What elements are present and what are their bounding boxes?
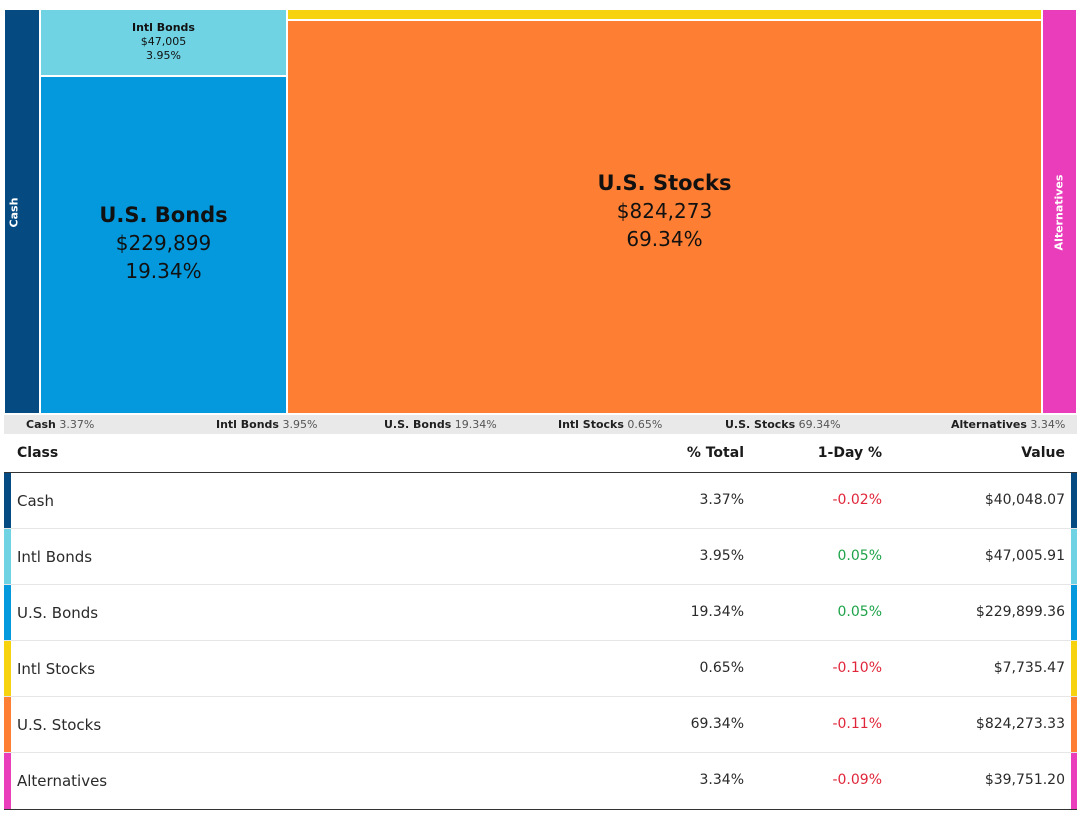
table-row[interactable]: Intl Stocks 0.65% -0.10% $7,735.47	[4, 641, 1077, 697]
row-color-bar	[1071, 585, 1077, 640]
row-color-bar	[4, 641, 11, 696]
cell-value: $229,899.36	[975, 604, 1065, 620]
cell-pct-total: 19.34%	[690, 604, 744, 620]
cell-one-day: 0.05%	[837, 604, 882, 620]
tile-us-stocks-value: $824,273	[616, 199, 713, 223]
legend-item[interactable]: U.S. Bonds 19.34%	[384, 418, 497, 431]
legend-item[interactable]: Intl Stocks 0.65%	[558, 418, 663, 431]
table-row[interactable]: Alternatives 3.34% -0.09% $39,751.20	[4, 753, 1077, 809]
allocation-table: Cash 3.37% -0.02% $40,048.07 Intl Bonds 3.95%…	[4, 472, 1077, 810]
tile-us-bonds-pct: 19.34%	[125, 259, 202, 283]
tile-cash-label: Cash	[7, 197, 21, 228]
column-header-pct-total[interactable]: % Total	[686, 445, 744, 461]
column-header-one-day[interactable]: 1-Day %	[817, 445, 882, 461]
table-row[interactable]: Cash 3.37% -0.02% $40,048.07	[4, 473, 1077, 529]
cell-value: $40,048.07	[984, 492, 1065, 508]
table-row[interactable]: U.S. Stocks 69.34% -0.11% $824,273.33	[4, 697, 1077, 753]
legend-item[interactable]: Alternatives 3.34%	[951, 418, 1066, 431]
tile-alternatives-label: Alternatives	[1052, 174, 1066, 251]
tile-us-stocks-name: U.S. Stocks	[597, 171, 732, 195]
cell-one-day: -0.02%	[832, 492, 882, 508]
cell-class: Intl Stocks	[17, 660, 96, 678]
row-color-bar	[1071, 529, 1077, 584]
cell-pct-total: 69.34%	[690, 716, 744, 732]
row-color-bar	[1071, 473, 1077, 528]
cell-class: U.S. Stocks	[17, 716, 102, 734]
row-color-bar	[4, 529, 11, 584]
cell-value: $7,735.47	[993, 660, 1065, 676]
table-row[interactable]: U.S. Bonds 19.34% 0.05% $229,899.36	[4, 585, 1077, 641]
tile-us-bonds[interactable]: U.S. Bonds $229,899 19.34%	[40, 76, 287, 414]
row-color-bar	[4, 697, 11, 752]
cell-pct-total: 3.34%	[699, 772, 744, 788]
legend-item[interactable]: Intl Bonds 3.95%	[216, 418, 318, 431]
tile-intl-bonds-name: Intl Bonds	[132, 21, 195, 34]
cell-value: $824,273.33	[975, 716, 1065, 732]
table-header: Class % Total 1-Day % Value	[4, 436, 1077, 472]
legend-strip: Cash 3.37% Intl Bonds 3.95% U.S. Bonds 1…	[4, 415, 1077, 434]
cell-one-day: 0.05%	[837, 548, 882, 564]
row-color-bar	[1071, 753, 1077, 809]
cell-one-day: -0.09%	[832, 772, 882, 788]
row-color-bar	[1071, 697, 1077, 752]
row-color-bar	[4, 753, 11, 809]
row-color-bar	[1071, 641, 1077, 696]
cell-value: $39,751.20	[984, 772, 1065, 788]
tile-cash[interactable]: Cash	[4, 9, 40, 414]
row-color-bar	[4, 585, 11, 640]
tile-us-bonds-value: $229,899	[115, 231, 212, 255]
tile-intl-bonds[interactable]: Intl Bonds $47,005 3.95%	[40, 9, 287, 76]
cell-value: $47,005.91	[984, 548, 1065, 564]
tile-intl-bonds-value: $47,005	[140, 35, 187, 48]
tile-intl-stocks[interactable]	[287, 9, 1042, 20]
cell-one-day: -0.11%	[832, 716, 882, 732]
tile-us-bonds-name: U.S. Bonds	[99, 203, 228, 227]
tile-us-stocks-pct: 69.34%	[626, 227, 703, 251]
tile-intl-bonds-pct: 3.95%	[146, 49, 181, 62]
cell-class: U.S. Bonds	[17, 604, 99, 622]
row-color-bar	[4, 473, 11, 528]
tile-us-stocks[interactable]: U.S. Stocks $824,273 69.34%	[287, 20, 1042, 414]
cell-class: Alternatives	[17, 772, 108, 790]
table-row[interactable]: Intl Bonds 3.95% 0.05% $47,005.91	[4, 529, 1077, 585]
cell-one-day: -0.10%	[832, 660, 882, 676]
cell-pct-total: 3.95%	[699, 548, 744, 564]
legend-item[interactable]: Cash 3.37%	[26, 418, 95, 431]
tile-alternatives[interactable]: Alternatives	[1042, 9, 1077, 414]
allocation-treemap: Cash Intl Bonds $47,005 3.95% U.S. Bonds…	[4, 9, 1077, 414]
cell-class: Cash	[17, 492, 54, 510]
column-header-value[interactable]: Value	[1021, 445, 1065, 461]
cell-pct-total: 0.65%	[699, 660, 744, 676]
legend-item[interactable]: U.S. Stocks 69.34%	[725, 418, 841, 431]
column-header-class[interactable]: Class	[17, 445, 59, 461]
cell-class: Intl Bonds	[17, 548, 93, 566]
cell-pct-total: 3.37%	[699, 492, 744, 508]
